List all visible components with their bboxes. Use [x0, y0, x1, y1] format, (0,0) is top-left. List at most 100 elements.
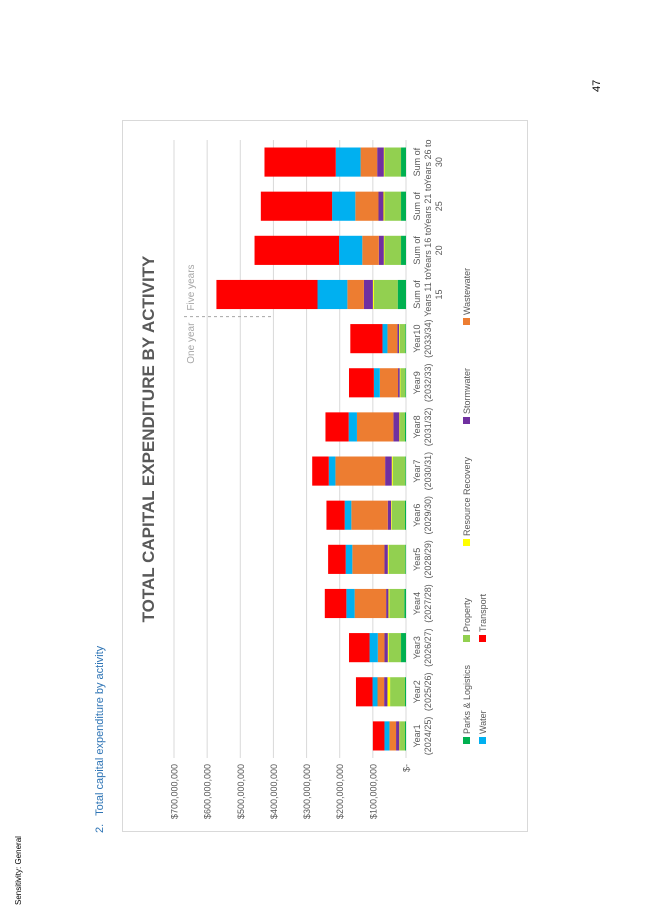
x-tick-label: Year8 [412, 415, 422, 438]
bar-segment-transport [216, 279, 318, 310]
legend-swatch [463, 318, 470, 325]
bar-segment-wastewater [387, 324, 398, 354]
bar-segment-resource-recovery [383, 235, 385, 265]
bar-segment-parks-logistics [405, 677, 406, 707]
legend-swatch [463, 417, 470, 424]
x-tick-label: (2032/33) [423, 364, 433, 403]
bar-segment-resource-recovery [399, 721, 401, 751]
bar-segment-property [391, 500, 406, 530]
bar-segment-parks-logistics [405, 368, 406, 398]
bar-segment-water [382, 324, 388, 354]
x-tick-label: Years 16 to [423, 228, 433, 273]
section-heading: 2. Total capital expenditure by activity [94, 646, 106, 833]
x-tick-label: 30 [434, 157, 444, 167]
bar-segment-stormwater [393, 412, 400, 442]
bar-segment-water [339, 235, 363, 265]
bar-segment-stormwater [385, 456, 392, 486]
x-tick-label: Year3 [412, 636, 422, 659]
x-tick-label: (2030/31) [423, 452, 433, 491]
y-tick-label: $200,000,000 [335, 764, 345, 819]
bar-segment-stormwater [378, 235, 384, 265]
bar-segment-stormwater [396, 721, 400, 751]
bar-segment-water [372, 677, 378, 707]
x-tick-label: (2024/25) [423, 717, 433, 756]
bar-segment-property [388, 544, 406, 574]
bar-segment-stormwater [384, 677, 388, 707]
legend-label: Parks & Logistics [462, 664, 472, 734]
bar-segment-wastewater [377, 677, 385, 707]
bar-segment-resource-recovery [399, 412, 401, 442]
bar-segment-wastewater [389, 721, 397, 751]
bar-segment-property [373, 279, 398, 310]
legend-label: Water [478, 710, 488, 734]
x-tick-label: (2027/28) [423, 584, 433, 623]
bar-segment-transport [326, 500, 345, 530]
bar-segment-resource-recovery [399, 368, 401, 398]
bar-segment-property [388, 633, 402, 663]
bar-segment-wastewater [352, 544, 385, 574]
bar-segment-wastewater [360, 147, 378, 177]
legend-label: Resource Recovery [462, 456, 472, 536]
legend-swatch [479, 737, 486, 744]
x-tick-label: Sum of [412, 191, 422, 220]
annotation-five-years: Five years [186, 264, 197, 310]
bar-segment-transport [350, 324, 383, 354]
x-tick-label: (2033/34) [423, 319, 433, 358]
y-tick-label: $100,000,000 [368, 764, 378, 819]
bar-segment-transport [355, 677, 373, 707]
bar-segment-water [317, 279, 348, 310]
bar-segment-transport [348, 633, 370, 663]
legend-label: Wastewater [462, 268, 472, 315]
y-tick-label: $300,000,000 [302, 764, 312, 819]
legend-swatch [463, 635, 470, 642]
x-tick-label: Year7 [412, 459, 422, 482]
y-tick-label: $400,000,000 [269, 764, 279, 819]
bar-segment-parks-logistics [404, 588, 407, 619]
x-tick-label: (2026/27) [423, 628, 433, 667]
x-tick-label: Sum of [412, 147, 422, 176]
bar-segment-resource-recovery [391, 456, 393, 486]
bar-segment-parks-logistics [405, 721, 406, 751]
bar-segment-water [373, 368, 380, 398]
bar-segment-parks-logistics [405, 324, 406, 354]
x-tick-label: Sum of [412, 280, 422, 309]
legend-label: Stormwater [462, 368, 472, 414]
section-title: Total capital expenditure by activity [94, 645, 106, 816]
bar-segment-parks-logistics [405, 544, 406, 574]
bar-segment-stormwater [397, 324, 400, 354]
x-tick-label: (2025/26) [423, 673, 433, 712]
x-tick-label: 25 [434, 201, 444, 211]
bar-segment-property [390, 677, 406, 707]
bar-segment-property [400, 412, 406, 442]
bar-segment-transport [260, 191, 333, 221]
x-tick-label: Year2 [412, 680, 422, 703]
bar-segment-water [384, 721, 390, 751]
x-tick-label: Year10 [412, 325, 422, 353]
bar-segment-wastewater [377, 633, 385, 663]
legend-label: Property [462, 597, 472, 632]
bar-segment-transport [372, 721, 385, 751]
bar-segment-property [400, 721, 406, 751]
bar-segment-water [328, 456, 336, 486]
bar-segment-stormwater [386, 588, 389, 619]
x-tick-label: 15 [434, 289, 444, 299]
bar-segment-parks-logistics [405, 456, 406, 486]
bar-segment-wastewater [356, 412, 394, 442]
x-tick-label: Year6 [412, 504, 422, 527]
bar-segment-transport [254, 235, 340, 265]
bar-segment-transport [264, 147, 336, 177]
chart-title: TOTAL CAPITAL EXPENDITURE BY ACTIVITY [139, 255, 158, 622]
bar-segment-resource-recovery [399, 324, 400, 354]
bar-segment-wastewater [351, 500, 388, 530]
bar-segment-parks-logistics [405, 500, 406, 530]
bar-segment-resource-recovery [387, 544, 389, 574]
bar-segment-transport [312, 456, 329, 486]
x-tick-label: Year9 [412, 371, 422, 394]
bar-segment-wastewater [379, 368, 399, 398]
y-tick-label: $600,000,000 [203, 764, 213, 819]
bar-segment-stormwater [387, 500, 392, 530]
bar-segment-property [389, 588, 405, 619]
bar-segment-stormwater [384, 633, 388, 663]
x-tick-label: Years 26 to [423, 139, 433, 184]
bar-segment-water [348, 412, 357, 442]
